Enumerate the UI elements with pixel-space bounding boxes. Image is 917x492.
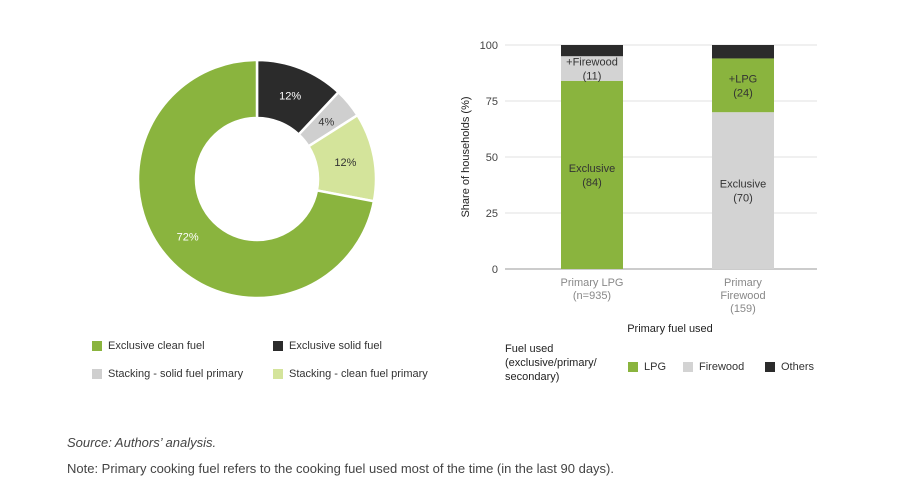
bar-data-label: +LPG [729, 73, 757, 85]
donut-slice-label: 4% [318, 117, 334, 129]
source-text: Source: Authors’ analysis. [67, 435, 217, 450]
bar-data-label: (84) [582, 177, 602, 189]
note-text: Note: Primary cooking fuel refers to the… [67, 461, 614, 476]
legend-item-exclusive-clean-fuel: Exclusive clean fuel [92, 340, 205, 352]
x-tick-label: (159) [730, 303, 756, 315]
y-tick-label: 50 [486, 152, 498, 164]
y-tick-label: 0 [492, 264, 498, 276]
bar-data-label: +Firewood [566, 57, 618, 69]
legend-item-lpg: LPG [628, 361, 666, 373]
bar-x-axis-label: Primary fuel used [627, 323, 713, 335]
y-tick-label: 100 [480, 40, 498, 52]
y-tick-label: 25 [486, 208, 498, 220]
legend-label: Others [781, 361, 815, 373]
legend-swatch [92, 341, 102, 351]
bar-segment [712, 45, 774, 59]
x-tick-label: Primary LPG [561, 277, 624, 289]
legend-swatch [92, 369, 102, 379]
bar-data-label: (70) [733, 193, 753, 205]
legend-swatch [765, 362, 775, 372]
legend-label: Stacking - clean fuel primary [289, 368, 428, 380]
legend-label: LPG [644, 361, 667, 373]
bar-data-label: Exclusive [569, 163, 615, 175]
donut-slice [136, 58, 376, 300]
legend-swatch [273, 341, 283, 351]
legend-label: Stacking - solid fuel primary [108, 368, 244, 380]
y-tick-label: 75 [486, 96, 498, 108]
legend-item-exclusive-solid-fuel: Exclusive solid fuel [273, 340, 382, 352]
fuel-legend-title: Fuel used (exclusive/primary/ secondary) [505, 343, 597, 383]
bar-segment [561, 56, 623, 81]
legend-label: Exclusive solid fuel [289, 340, 382, 352]
donut-slice-label: 72% [177, 231, 199, 243]
y-axis-label: Share of households (%) [460, 96, 472, 217]
donut-slice-label: 12% [279, 90, 301, 102]
bar-data-label: Exclusive [720, 179, 766, 191]
bar-segment [561, 80, 623, 269]
x-tick-label: Primary [724, 277, 762, 289]
bar-data-label: (24) [733, 87, 753, 99]
legend-swatch [628, 362, 638, 372]
legend-label: Firewood [699, 361, 745, 373]
bar-data-label: (11) [583, 71, 602, 83]
legend-item-others: Others [765, 361, 814, 373]
bar-segment [561, 45, 623, 57]
legend-item-stacking-clean-primary: Stacking - clean fuel primary [273, 368, 428, 380]
x-tick-label: Firewood [720, 290, 765, 302]
bar-segment [712, 112, 774, 269]
legend-item-firewood: Firewood [683, 361, 744, 373]
donut-slice-label: 12% [334, 157, 356, 169]
legend-item-stacking-solid-primary: Stacking - solid fuel primary [92, 368, 243, 380]
legend-swatch [683, 362, 693, 372]
x-tick-label: (n=935) [573, 290, 611, 302]
legend-swatch [273, 369, 283, 379]
legend-label: Exclusive clean fuel [108, 340, 205, 352]
bar-segment [712, 58, 774, 113]
